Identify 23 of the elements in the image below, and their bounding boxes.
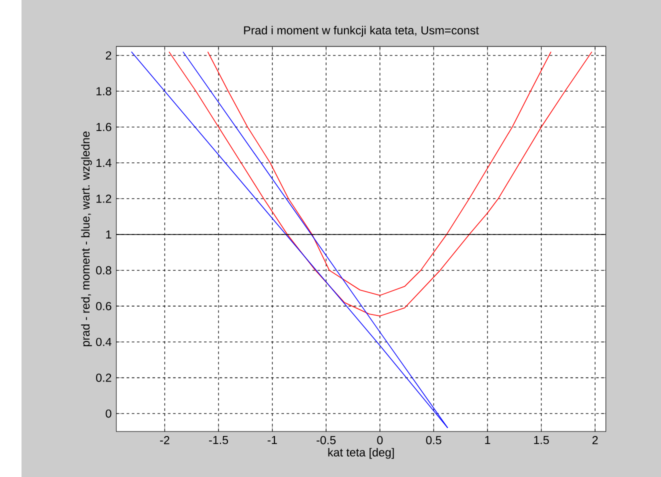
chart-title: Prad i moment w funkcji kata teta, Usm=const <box>244 26 479 37</box>
y-tick-label: 0.6 <box>96 302 112 310</box>
x-axis-title: kat teta [deg] <box>328 448 394 459</box>
x-tick-label: 2 <box>592 436 598 444</box>
y-axis-title: prad - red, moment - blue, wart. wzgledne <box>81 132 92 346</box>
x-tick-label: 1.5 <box>534 436 549 444</box>
x-tick-label: 0 <box>377 436 383 444</box>
y-tick-label: 0.4 <box>96 338 112 346</box>
y-tick-label: 1.4 <box>96 158 112 167</box>
y-tick-label: 0.8 <box>96 266 112 274</box>
x-tick-label: -2 <box>160 436 170 444</box>
x-tick-label: 0.5 <box>426 436 442 444</box>
y-tick-label: 1.6 <box>96 122 112 132</box>
y-tick-label: 1.8 <box>96 87 112 96</box>
y-tick-label: 0.2 <box>96 374 112 382</box>
y-tick-label: 0 <box>106 409 112 418</box>
x-tick-label: -0.5 <box>316 436 336 444</box>
y-tick-label: 2 <box>106 51 112 60</box>
x-tick-label: -1.5 <box>209 436 228 444</box>
y-tick-label: 1 <box>106 230 112 238</box>
y-tick-label: 1.2 <box>96 194 112 203</box>
x-tick-label: 1 <box>485 436 490 444</box>
x-tick-label: -1 <box>268 436 277 444</box>
